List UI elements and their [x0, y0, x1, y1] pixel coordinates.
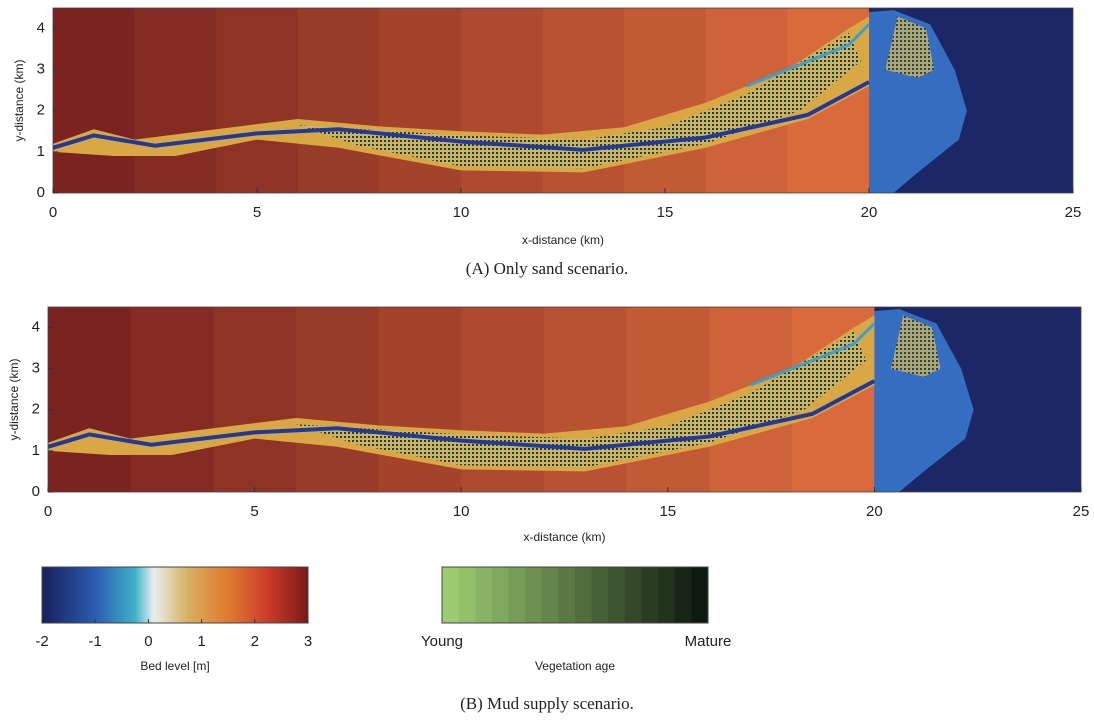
veg-colorbar-step [675, 567, 692, 623]
caption: (B) Mud supply scenario. [460, 694, 634, 713]
x-tick-label: 10 [453, 204, 470, 221]
x-axis-label: x-distance (km) [523, 530, 605, 544]
colorbar-tick-label: Young [421, 633, 463, 650]
colorbar-tick-label: 2 [251, 633, 259, 650]
veg-colorbar-step [625, 567, 642, 623]
x-tick-label: 20 [866, 503, 883, 520]
y-tick-label: 4 [32, 319, 40, 336]
land-band [298, 8, 380, 193]
veg-colorbar-step [509, 567, 526, 623]
x-tick-label: 5 [253, 204, 261, 221]
veg-colorbar-step [575, 567, 592, 623]
veg-colorbar-step [492, 567, 509, 623]
land-band [626, 307, 709, 492]
y-tick-label: 0 [32, 483, 40, 500]
colorbar-tick-label: 1 [197, 633, 205, 650]
x-axis-label: x-distance (km) [522, 233, 604, 247]
veg-colorbar-step [442, 567, 459, 623]
land-band [216, 8, 298, 193]
colorbar-label: Bed level [m] [140, 659, 209, 673]
veg-colorbar-step [642, 567, 659, 623]
y-axis-label: y-distance (km) [7, 358, 21, 440]
x-tick-label: 15 [659, 503, 676, 520]
land-band [53, 8, 135, 193]
colorbar-tick-label: -1 [89, 633, 102, 650]
y-tick-label: 2 [37, 102, 45, 119]
land-band [48, 307, 131, 492]
veg-colorbar-step [608, 567, 625, 623]
y-axis-label: y-distance (km) [12, 59, 26, 141]
figure: 051015202501234x-distance (km)y-distance… [0, 0, 1094, 720]
veg-colorbar-step [542, 567, 559, 623]
y-tick-label: 3 [37, 61, 45, 78]
veg-colorbar-step [459, 567, 476, 623]
x-tick-label: 0 [49, 204, 57, 221]
x-tick-label: 10 [453, 503, 470, 520]
y-tick-label: 1 [37, 143, 45, 160]
y-tick-label: 2 [32, 401, 40, 418]
x-tick-label: 25 [1073, 503, 1090, 520]
land-band [131, 307, 214, 492]
veg-colorbar-step [658, 567, 675, 623]
x-tick-label: 20 [861, 204, 878, 221]
colorbar-tick-label: 0 [144, 633, 152, 650]
land-band [135, 8, 217, 193]
land-band [624, 8, 706, 193]
y-tick-label: 4 [37, 20, 45, 37]
bed-colorbar [42, 567, 308, 623]
colorbar-tick-label: -2 [35, 633, 48, 650]
y-tick-label: 3 [32, 360, 40, 377]
colorbar-label: Vegetation age [535, 659, 615, 673]
veg-colorbar-step [475, 567, 492, 623]
colorbar-tick-label: 3 [304, 633, 312, 650]
veg-colorbar-step [558, 567, 575, 623]
caption: (A) Only sand scenario. [466, 259, 628, 278]
veg-colorbar-step [691, 567, 708, 623]
y-tick-label: 1 [32, 442, 40, 459]
x-tick-label: 25 [1065, 204, 1082, 221]
land-band [296, 307, 379, 492]
x-tick-label: 15 [657, 204, 674, 221]
x-tick-label: 5 [250, 503, 258, 520]
colorbar-tick-label: Mature [685, 633, 732, 650]
veg-colorbar-step [592, 567, 609, 623]
veg-colorbar-step [525, 567, 542, 623]
x-tick-label: 0 [44, 503, 52, 520]
land-band [213, 307, 296, 492]
y-tick-label: 0 [37, 184, 45, 201]
